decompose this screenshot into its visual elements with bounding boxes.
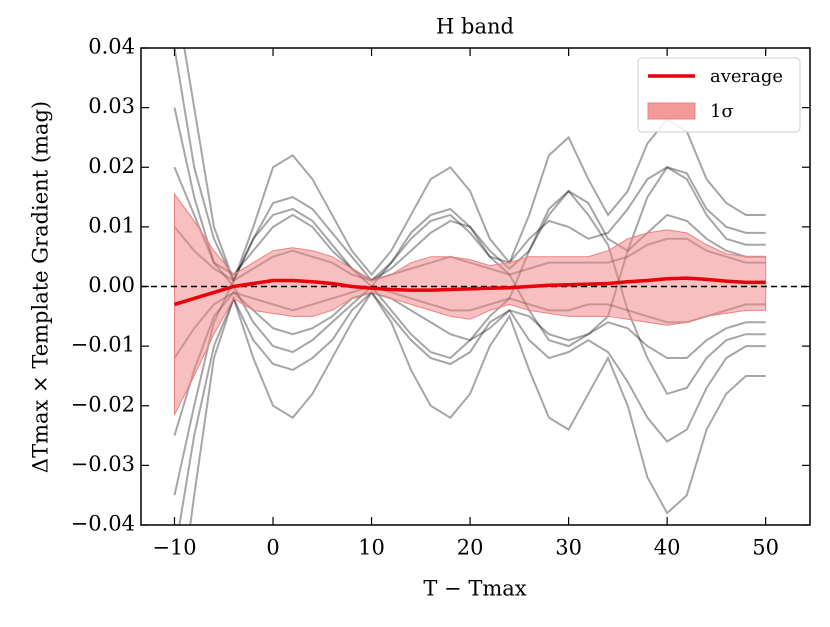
y-tick-label: −0.01 (71, 333, 135, 357)
legend-swatch (647, 102, 696, 120)
x-tick-label: 40 (654, 536, 681, 560)
x-tick-label: 50 (752, 536, 779, 560)
average-line (173, 276, 766, 307)
x-tick-label: 0 (266, 536, 279, 560)
y-tick-label: 0.04 (88, 35, 135, 59)
y-tick-label: 0.01 (88, 213, 135, 237)
x-tick-label: 30 (555, 536, 582, 560)
sample-curve (173, 166, 766, 282)
y-tick-label: 0.02 (88, 154, 135, 178)
y-tick-label: −0.02 (71, 392, 135, 416)
x-tick-label: −10 (152, 536, 196, 560)
plot-area (141, 48, 810, 525)
chart-title: H band (436, 15, 514, 39)
legend-label: average (710, 66, 783, 87)
axes: −10 0 10 20 30 40 50 −0.04 −0.03 −0.02 −0.01 0.00 0.… (71, 35, 810, 560)
y-tick-label: 0.03 (88, 94, 135, 118)
sample-curve (173, 291, 766, 436)
y-axis-label: ΔTmax × Template Gradient (mag) (29, 101, 53, 473)
sample-curve (189, 290, 766, 525)
legend-label: 1σ (710, 101, 734, 122)
x-tick-label: 10 (358, 536, 385, 560)
y-tick-label: −0.03 (71, 452, 135, 476)
x-axis-label: T − Tmax (423, 577, 526, 601)
legend: average 1σ (637, 57, 801, 133)
y-tick-label: 0.00 (88, 273, 135, 297)
x-tick-label: 20 (457, 536, 484, 560)
sample-curve (178, 291, 766, 525)
sample-curve (173, 189, 766, 496)
sigma-band (173, 192, 767, 415)
y-tick-label: −0.04 (71, 512, 135, 536)
sample-curve (173, 107, 766, 354)
sample-curve (173, 48, 766, 283)
